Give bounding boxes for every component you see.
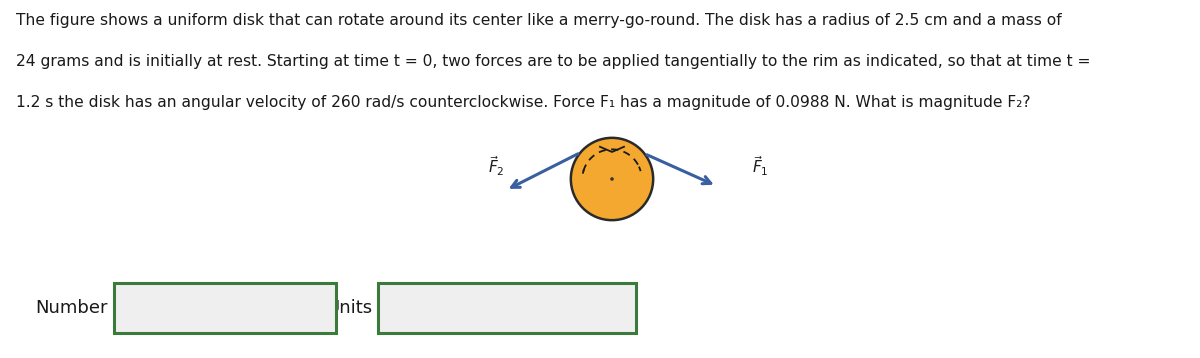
Text: Number: Number [36,299,108,317]
Text: N: N [392,299,404,317]
FancyArrowPatch shape [647,155,710,184]
FancyBboxPatch shape [378,283,636,333]
Text: $\vec{F}_2$: $\vec{F}_2$ [488,154,505,178]
FancyArrowPatch shape [511,154,578,187]
Ellipse shape [571,138,653,220]
Text: Units: Units [326,299,372,317]
Text: 24 grams and is initially at rest. Starting at time t = 0, two forces are to be : 24 grams and is initially at rest. Start… [16,54,1090,69]
Text: .164: .164 [128,299,166,317]
Text: The figure shows a uniform disk that can rotate around its center like a merry-g: The figure shows a uniform disk that can… [16,13,1061,28]
Text: ∨: ∨ [617,301,626,314]
Text: $\vec{F}_1$: $\vec{F}_1$ [752,154,769,178]
Ellipse shape [611,178,613,180]
Text: 1.2 s the disk has an angular velocity of 260 rad/s counterclockwise. Force F₁ h: 1.2 s the disk has an angular velocity o… [16,95,1031,110]
FancyBboxPatch shape [114,283,336,333]
